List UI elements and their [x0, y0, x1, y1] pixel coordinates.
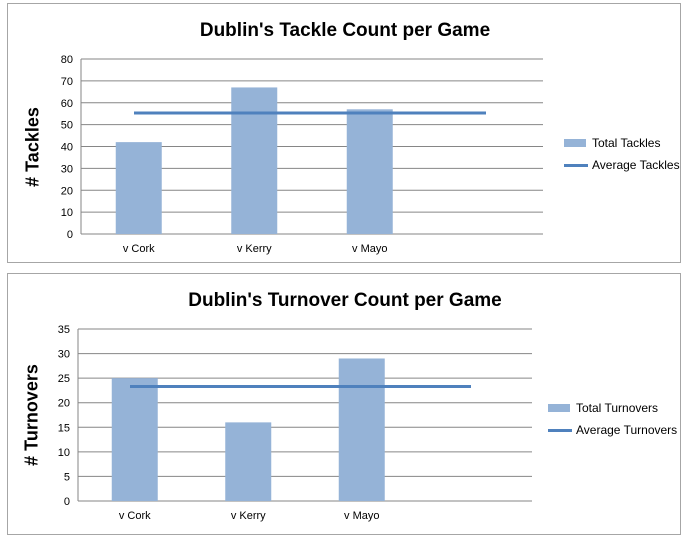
- x-tick-label: v Cork: [119, 510, 151, 522]
- chart-title: Dublin's Tackle Count per Game: [199, 20, 491, 41]
- tackle-chart-plot: 0 10 20 30 40 50 60 70 80 v Cork v Kerry v Mayo: [61, 54, 543, 255]
- y-tick-label: 0: [67, 229, 73, 241]
- legend-label: Average Tackles: [592, 158, 680, 172]
- y-tick-label: 60: [61, 98, 73, 110]
- y-tick-label: 30: [58, 349, 70, 361]
- y-tick-label: 20: [61, 185, 73, 197]
- legend-line-swatch: [564, 164, 588, 167]
- turnover-chart-panel: Dublin's Turnover Count per Game # Turno…: [7, 273, 681, 535]
- bar: [231, 87, 278, 234]
- x-tick-label: v Mayo: [344, 510, 379, 522]
- tackle-chart-panel: Dublin's Tackle Count per Game # Tackles…: [7, 3, 681, 263]
- y-tick-label: 20: [58, 398, 70, 410]
- bar: [346, 109, 393, 234]
- y-tick-label: 25: [58, 373, 70, 385]
- y-tick-label: 10: [58, 447, 70, 459]
- x-tick-label: v Kerry: [237, 243, 272, 255]
- bar: [225, 422, 272, 501]
- legend-line-swatch: [548, 429, 572, 432]
- y-tick-label: 50: [61, 120, 73, 132]
- y-tick-label: 0: [64, 496, 70, 508]
- legend-label: Average Turnovers: [576, 423, 678, 437]
- bar: [115, 142, 162, 234]
- legend-label: Total Turnovers: [576, 401, 659, 415]
- legend-bar-swatch: [564, 139, 586, 147]
- y-tick-label: 70: [61, 76, 73, 88]
- y-tick-label: 40: [61, 142, 73, 154]
- y-tick-label: 30: [61, 163, 73, 175]
- x-tick-label: v Kerry: [231, 510, 266, 522]
- x-tick-label: v Cork: [123, 243, 155, 255]
- legend-label: Total Tackles: [592, 136, 661, 150]
- y-tick-label: 10: [61, 207, 73, 219]
- y-tick-label: 80: [61, 54, 73, 66]
- bar: [111, 378, 158, 501]
- bar: [338, 358, 385, 501]
- y-tick-label: 35: [58, 324, 70, 336]
- turnover-chart-plot: 0 5 10 15 20 25 30 35 v Cork v Kerry v Mayo: [58, 324, 532, 522]
- x-tick-label: v Mayo: [352, 243, 387, 255]
- legend-bar-swatch: [548, 404, 570, 412]
- chart-title: Dublin's Turnover Count per Game: [188, 290, 502, 311]
- y-tick-label: 15: [58, 422, 70, 434]
- y-tick-label: 5: [64, 471, 70, 483]
